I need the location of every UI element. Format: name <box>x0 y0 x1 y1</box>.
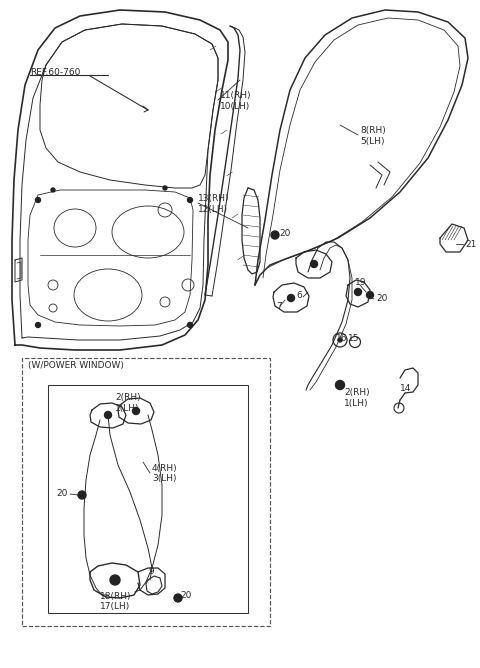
Circle shape <box>132 407 140 415</box>
Circle shape <box>174 594 182 602</box>
Text: (W/POWER WINDOW): (W/POWER WINDOW) <box>28 361 124 369</box>
Text: 10(LH): 10(LH) <box>220 102 250 110</box>
Text: 15: 15 <box>348 333 360 343</box>
Circle shape <box>188 198 192 202</box>
Text: 18(RH): 18(RH) <box>100 591 132 601</box>
Circle shape <box>78 491 86 499</box>
Text: 5(LH): 5(LH) <box>360 136 384 146</box>
Circle shape <box>336 381 345 389</box>
Text: 13(RH): 13(RH) <box>198 194 229 202</box>
Text: 14: 14 <box>400 383 411 393</box>
Text: 21: 21 <box>465 240 476 248</box>
Text: 2(RH): 2(RH) <box>344 387 370 397</box>
Circle shape <box>36 198 40 202</box>
Bar <box>48 385 248 613</box>
Circle shape <box>36 323 40 327</box>
Text: 19: 19 <box>355 277 367 287</box>
Bar <box>22 358 270 626</box>
Text: 3(LH): 3(LH) <box>152 474 177 484</box>
Text: 20: 20 <box>180 591 192 599</box>
Circle shape <box>51 188 55 192</box>
Circle shape <box>188 323 192 327</box>
Circle shape <box>288 295 295 301</box>
Circle shape <box>355 289 361 295</box>
Text: 1(LH): 1(LH) <box>115 403 140 413</box>
Text: REF.60-760: REF.60-760 <box>30 67 80 77</box>
Circle shape <box>338 338 342 342</box>
Circle shape <box>105 411 111 418</box>
Circle shape <box>110 575 120 585</box>
Text: 11(RH): 11(RH) <box>220 90 252 100</box>
Text: 4(RH): 4(RH) <box>152 464 178 472</box>
Circle shape <box>367 291 373 299</box>
Text: 1(LH): 1(LH) <box>344 399 369 407</box>
Text: 20: 20 <box>376 293 387 303</box>
Circle shape <box>311 261 317 267</box>
Text: 7: 7 <box>276 301 282 311</box>
Circle shape <box>163 186 167 190</box>
Text: 9: 9 <box>148 568 154 576</box>
Text: 6: 6 <box>296 291 302 299</box>
Text: 12(LH): 12(LH) <box>198 204 228 214</box>
Text: 2(RH): 2(RH) <box>115 393 141 401</box>
Text: 20: 20 <box>56 488 67 498</box>
Text: 8(RH): 8(RH) <box>360 126 386 134</box>
Text: 20: 20 <box>279 228 290 238</box>
Text: 16: 16 <box>336 333 348 343</box>
Circle shape <box>271 231 279 239</box>
Text: 17(LH): 17(LH) <box>100 603 130 611</box>
